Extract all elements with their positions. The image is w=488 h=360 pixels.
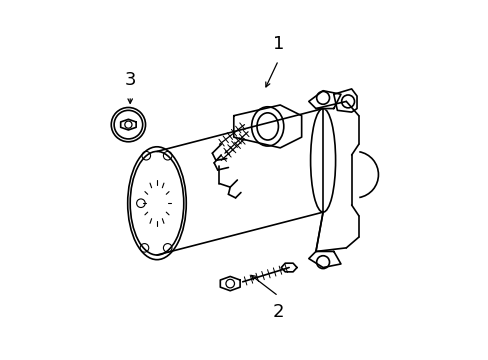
Ellipse shape [310, 109, 335, 212]
Polygon shape [121, 119, 136, 130]
Polygon shape [233, 105, 301, 148]
Text: 2: 2 [272, 303, 284, 321]
Circle shape [111, 108, 145, 142]
Text: 1: 1 [272, 35, 284, 53]
Polygon shape [333, 89, 356, 112]
Polygon shape [281, 263, 296, 272]
Polygon shape [308, 91, 340, 109]
Polygon shape [220, 276, 240, 291]
Ellipse shape [130, 152, 183, 255]
Polygon shape [308, 251, 340, 267]
Ellipse shape [127, 147, 186, 260]
Text: 3: 3 [124, 71, 136, 89]
